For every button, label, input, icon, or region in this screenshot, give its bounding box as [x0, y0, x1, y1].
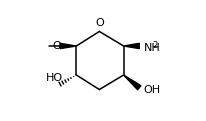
Text: 2: 2: [153, 41, 158, 50]
Polygon shape: [124, 43, 139, 49]
Text: O: O: [95, 18, 104, 28]
Polygon shape: [60, 43, 76, 49]
Text: O: O: [52, 41, 61, 51]
Text: HO: HO: [46, 73, 63, 83]
Text: OH: OH: [143, 85, 160, 95]
Polygon shape: [124, 75, 141, 90]
Text: NH: NH: [144, 43, 160, 53]
